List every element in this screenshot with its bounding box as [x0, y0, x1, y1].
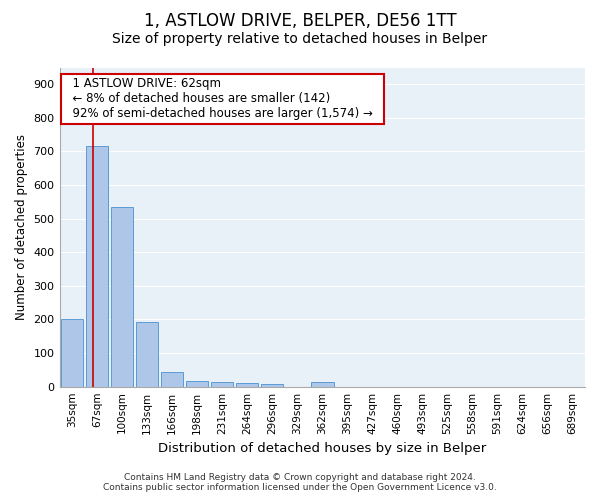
Bar — [236, 384, 259, 386]
Bar — [261, 384, 283, 386]
Bar — [86, 146, 109, 386]
X-axis label: Distribution of detached houses by size in Belper: Distribution of detached houses by size … — [158, 442, 487, 455]
Bar — [136, 322, 158, 386]
Text: 1 ASTLOW DRIVE: 62sqm  
  ← 8% of detached houses are smaller (142)  
  92% of s: 1 ASTLOW DRIVE: 62sqm ← 8% of detached h… — [65, 77, 380, 120]
Bar — [161, 372, 184, 386]
Text: 1, ASTLOW DRIVE, BELPER, DE56 1TT: 1, ASTLOW DRIVE, BELPER, DE56 1TT — [143, 12, 457, 30]
Y-axis label: Number of detached properties: Number of detached properties — [15, 134, 28, 320]
Bar — [111, 207, 133, 386]
Text: Size of property relative to detached houses in Belper: Size of property relative to detached ho… — [112, 32, 488, 46]
Bar — [186, 380, 208, 386]
Text: Contains HM Land Registry data © Crown copyright and database right 2024.
Contai: Contains HM Land Registry data © Crown c… — [103, 473, 497, 492]
Bar — [211, 382, 233, 386]
Bar — [61, 320, 83, 386]
Bar — [311, 382, 334, 386]
